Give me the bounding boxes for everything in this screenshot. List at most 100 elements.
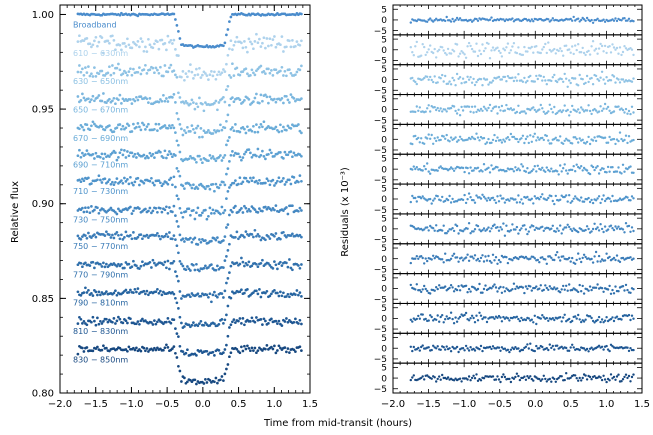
residual-point: [629, 165, 632, 168]
flux-point: [79, 155, 83, 159]
flux-point: [97, 40, 101, 44]
res-y-tick-label: −5: [374, 57, 387, 67]
flux-point: [198, 135, 201, 139]
residual-point: [593, 255, 596, 258]
flux-point: [84, 286, 87, 290]
flux-point: [238, 176, 242, 180]
flux-point: [151, 209, 155, 213]
flux-point: [97, 94, 101, 97]
flux-point: [264, 72, 267, 75]
residual-point: [571, 200, 574, 203]
flux-point: [172, 93, 176, 96]
flux-point: [220, 128, 224, 132]
residual-point: [490, 287, 493, 290]
residual-point: [494, 286, 498, 289]
flux-point: [135, 346, 138, 350]
residual-point: [539, 103, 542, 107]
flux-point: [282, 50, 285, 53]
residual-point: [427, 170, 430, 173]
flux-point: [271, 38, 275, 41]
residual-point: [520, 198, 523, 201]
flux-point: [175, 274, 179, 278]
residual-point: [484, 197, 487, 200]
flux-point: [183, 101, 186, 105]
residual-point: [550, 19, 553, 22]
y-tick-label: 1.00: [32, 10, 54, 21]
residual-point: [580, 51, 583, 54]
residual-point: [487, 83, 490, 86]
residual-point: [617, 290, 620, 293]
flux-point: [93, 319, 96, 323]
flux-point: [141, 260, 144, 264]
residual-point: [597, 79, 601, 82]
flux-point: [291, 155, 294, 159]
flux-point: [268, 71, 272, 75]
residual-point: [520, 137, 523, 140]
res-y-tick-label: 0: [381, 136, 387, 146]
flux-point: [211, 350, 215, 354]
residual-point: [521, 134, 525, 137]
flux-point: [82, 39, 86, 43]
residual-point: [444, 74, 447, 78]
residual-point: [621, 285, 625, 288]
flux-point: [76, 263, 80, 267]
residual-point: [506, 42, 510, 45]
flux-point: [180, 127, 183, 131]
residual-point: [550, 167, 553, 170]
flux-point: [250, 179, 254, 183]
flux-point: [199, 240, 203, 244]
flux-point: [292, 320, 296, 324]
flux-point: [78, 148, 81, 152]
residual-point: [521, 286, 525, 289]
flux-point: [102, 320, 105, 323]
residual-point: [544, 258, 547, 261]
flux-point: [159, 65, 162, 69]
flux-point: [186, 101, 189, 105]
flux-point: [96, 206, 99, 210]
flux-point: [160, 38, 164, 42]
flux-point: [81, 322, 84, 325]
residual-point: [475, 17, 478, 21]
residual-point: [470, 105, 474, 109]
flux-point: [198, 96, 201, 100]
residual-point: [612, 110, 616, 113]
flux-point: [76, 40, 80, 43]
residual-point: [487, 166, 490, 169]
flux-point: [171, 42, 174, 45]
flux-point: [132, 291, 135, 294]
residual-point: [575, 110, 578, 113]
flux-point: [228, 160, 231, 163]
residual-point: [574, 195, 577, 198]
residual-point: [415, 105, 418, 108]
flux-point: [124, 156, 128, 159]
residual-point: [451, 286, 454, 289]
residual-point: [591, 21, 595, 24]
flux-point: [145, 347, 149, 350]
residual-point: [554, 253, 557, 257]
residual-point: [482, 260, 486, 263]
residual-point: [524, 170, 528, 173]
residual-point: [499, 194, 502, 197]
residual-point: [487, 137, 490, 141]
flux-point: [166, 211, 170, 215]
flux-point: [117, 233, 120, 237]
residual-point: [556, 227, 559, 230]
flux-point: [157, 291, 161, 295]
residual-point: [612, 292, 616, 295]
residual-point: [596, 283, 599, 286]
flux-point: [235, 261, 239, 265]
residual-point: [535, 322, 538, 326]
flux-point: [114, 322, 117, 325]
flux-point: [192, 127, 195, 131]
residual-point: [502, 138, 505, 141]
residual-point: [581, 108, 584, 111]
residual-point: [524, 345, 528, 348]
flux-point: [105, 101, 108, 105]
flux-point: [220, 318, 224, 321]
flux-point: [144, 292, 147, 296]
flux-point: [280, 35, 284, 38]
residual-point: [524, 318, 528, 322]
residual-point: [603, 20, 607, 23]
flux-point: [178, 369, 182, 373]
flux-point: [165, 232, 168, 236]
